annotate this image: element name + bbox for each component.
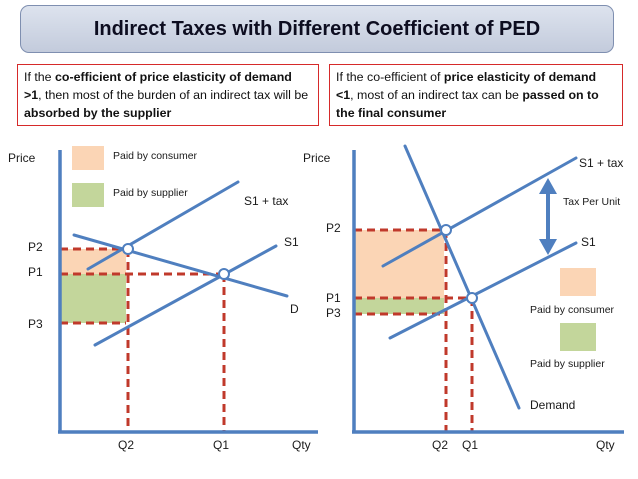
right-point-orig xyxy=(466,292,478,304)
left-legend-supplier-label: Paid by supplier xyxy=(113,187,188,199)
right-supplier-area xyxy=(354,298,444,314)
note-right-segment: If the co-efficient of xyxy=(336,70,444,84)
right-s1-tax-label: S1 + tax xyxy=(579,156,623,170)
left-point-new xyxy=(122,243,134,255)
note-right-segment: price elasticity of demand <1 xyxy=(336,70,597,102)
left-demand-label: D xyxy=(290,302,299,316)
right-s1-label: S1 xyxy=(581,235,596,249)
right-legend-supplier-swatch xyxy=(560,323,596,351)
left-p2-label: P2 xyxy=(28,240,43,254)
right-p3-label: P3 xyxy=(326,306,341,320)
right-p1-label: P1 xyxy=(326,291,341,305)
left-q1-label: Q1 xyxy=(213,438,229,452)
left-p3-label: P3 xyxy=(28,317,43,331)
note-left-segment: co-efficient of price elasticity of dema… xyxy=(24,70,292,102)
left-legend-consumer-label: Paid by consumer xyxy=(113,150,198,162)
right-q2-label: Q2 xyxy=(432,438,448,452)
right-price-axis-label: Price xyxy=(303,151,331,165)
note-left-segment: absorbed by the supplier xyxy=(24,106,172,120)
right-q1-label: Q1 xyxy=(462,438,478,452)
left-q2-label: Q2 xyxy=(118,438,134,452)
right-demand-curve xyxy=(403,144,521,410)
left-price-axis-label: Price xyxy=(8,151,36,165)
right-legend-supplier-label: Paid by supplier xyxy=(530,358,605,370)
left-legend-supplier-swatch xyxy=(72,183,104,207)
left-demand-curve xyxy=(72,233,289,298)
right-s1-curve xyxy=(388,241,578,340)
tax-per-unit-arrow xyxy=(539,178,557,255)
right-demand-label: Demand xyxy=(530,398,575,412)
tax-per-unit-label: Tax Per Unit xyxy=(563,196,620,208)
note-left-segment: , then most of the burden of an indirect… xyxy=(38,88,309,102)
left-s1-tax-label: S1 + tax xyxy=(244,194,288,208)
right-legend-consumer-label: Paid by consumer xyxy=(530,304,615,316)
note-elastic: If the co-efficient of price elasticity … xyxy=(17,64,319,126)
title-banner: Indirect Taxes with Different Coefficien… xyxy=(20,5,614,53)
left-s1-tax-curve xyxy=(86,180,240,271)
left-qty-axis-label: Qty xyxy=(292,438,311,452)
left-chart: Price Qty P2 P1 P3 Q2 Q1 S1 + tax S1 D P… xyxy=(8,146,318,452)
left-s1-label: S1 xyxy=(284,235,299,249)
right-chart: Price Qty P2 P1 P3 Q2 Q1 S1 + tax S1 Dem… xyxy=(303,144,624,452)
right-s1-tax-curve xyxy=(381,156,578,268)
left-s1-curve xyxy=(93,244,278,347)
left-point-orig xyxy=(218,268,230,280)
right-legend-consumer-swatch xyxy=(560,268,596,296)
right-qty-axis-label: Qty xyxy=(596,438,615,452)
left-supplier-area xyxy=(60,274,126,323)
note-right-segment: , most of an indirect tax can be xyxy=(350,88,523,102)
page-title: Indirect Taxes with Different Coefficien… xyxy=(93,17,541,40)
note-left-segment: If the xyxy=(24,70,55,84)
left-legend-consumer-swatch xyxy=(72,146,104,170)
left-p1-label: P1 xyxy=(28,265,43,279)
note-right-segment: passed on to the final consumer xyxy=(336,88,599,120)
right-point-new xyxy=(440,224,452,236)
right-p2-label: P2 xyxy=(326,221,341,235)
note-inelastic: If the co-efficient of price elasticity … xyxy=(329,64,623,126)
